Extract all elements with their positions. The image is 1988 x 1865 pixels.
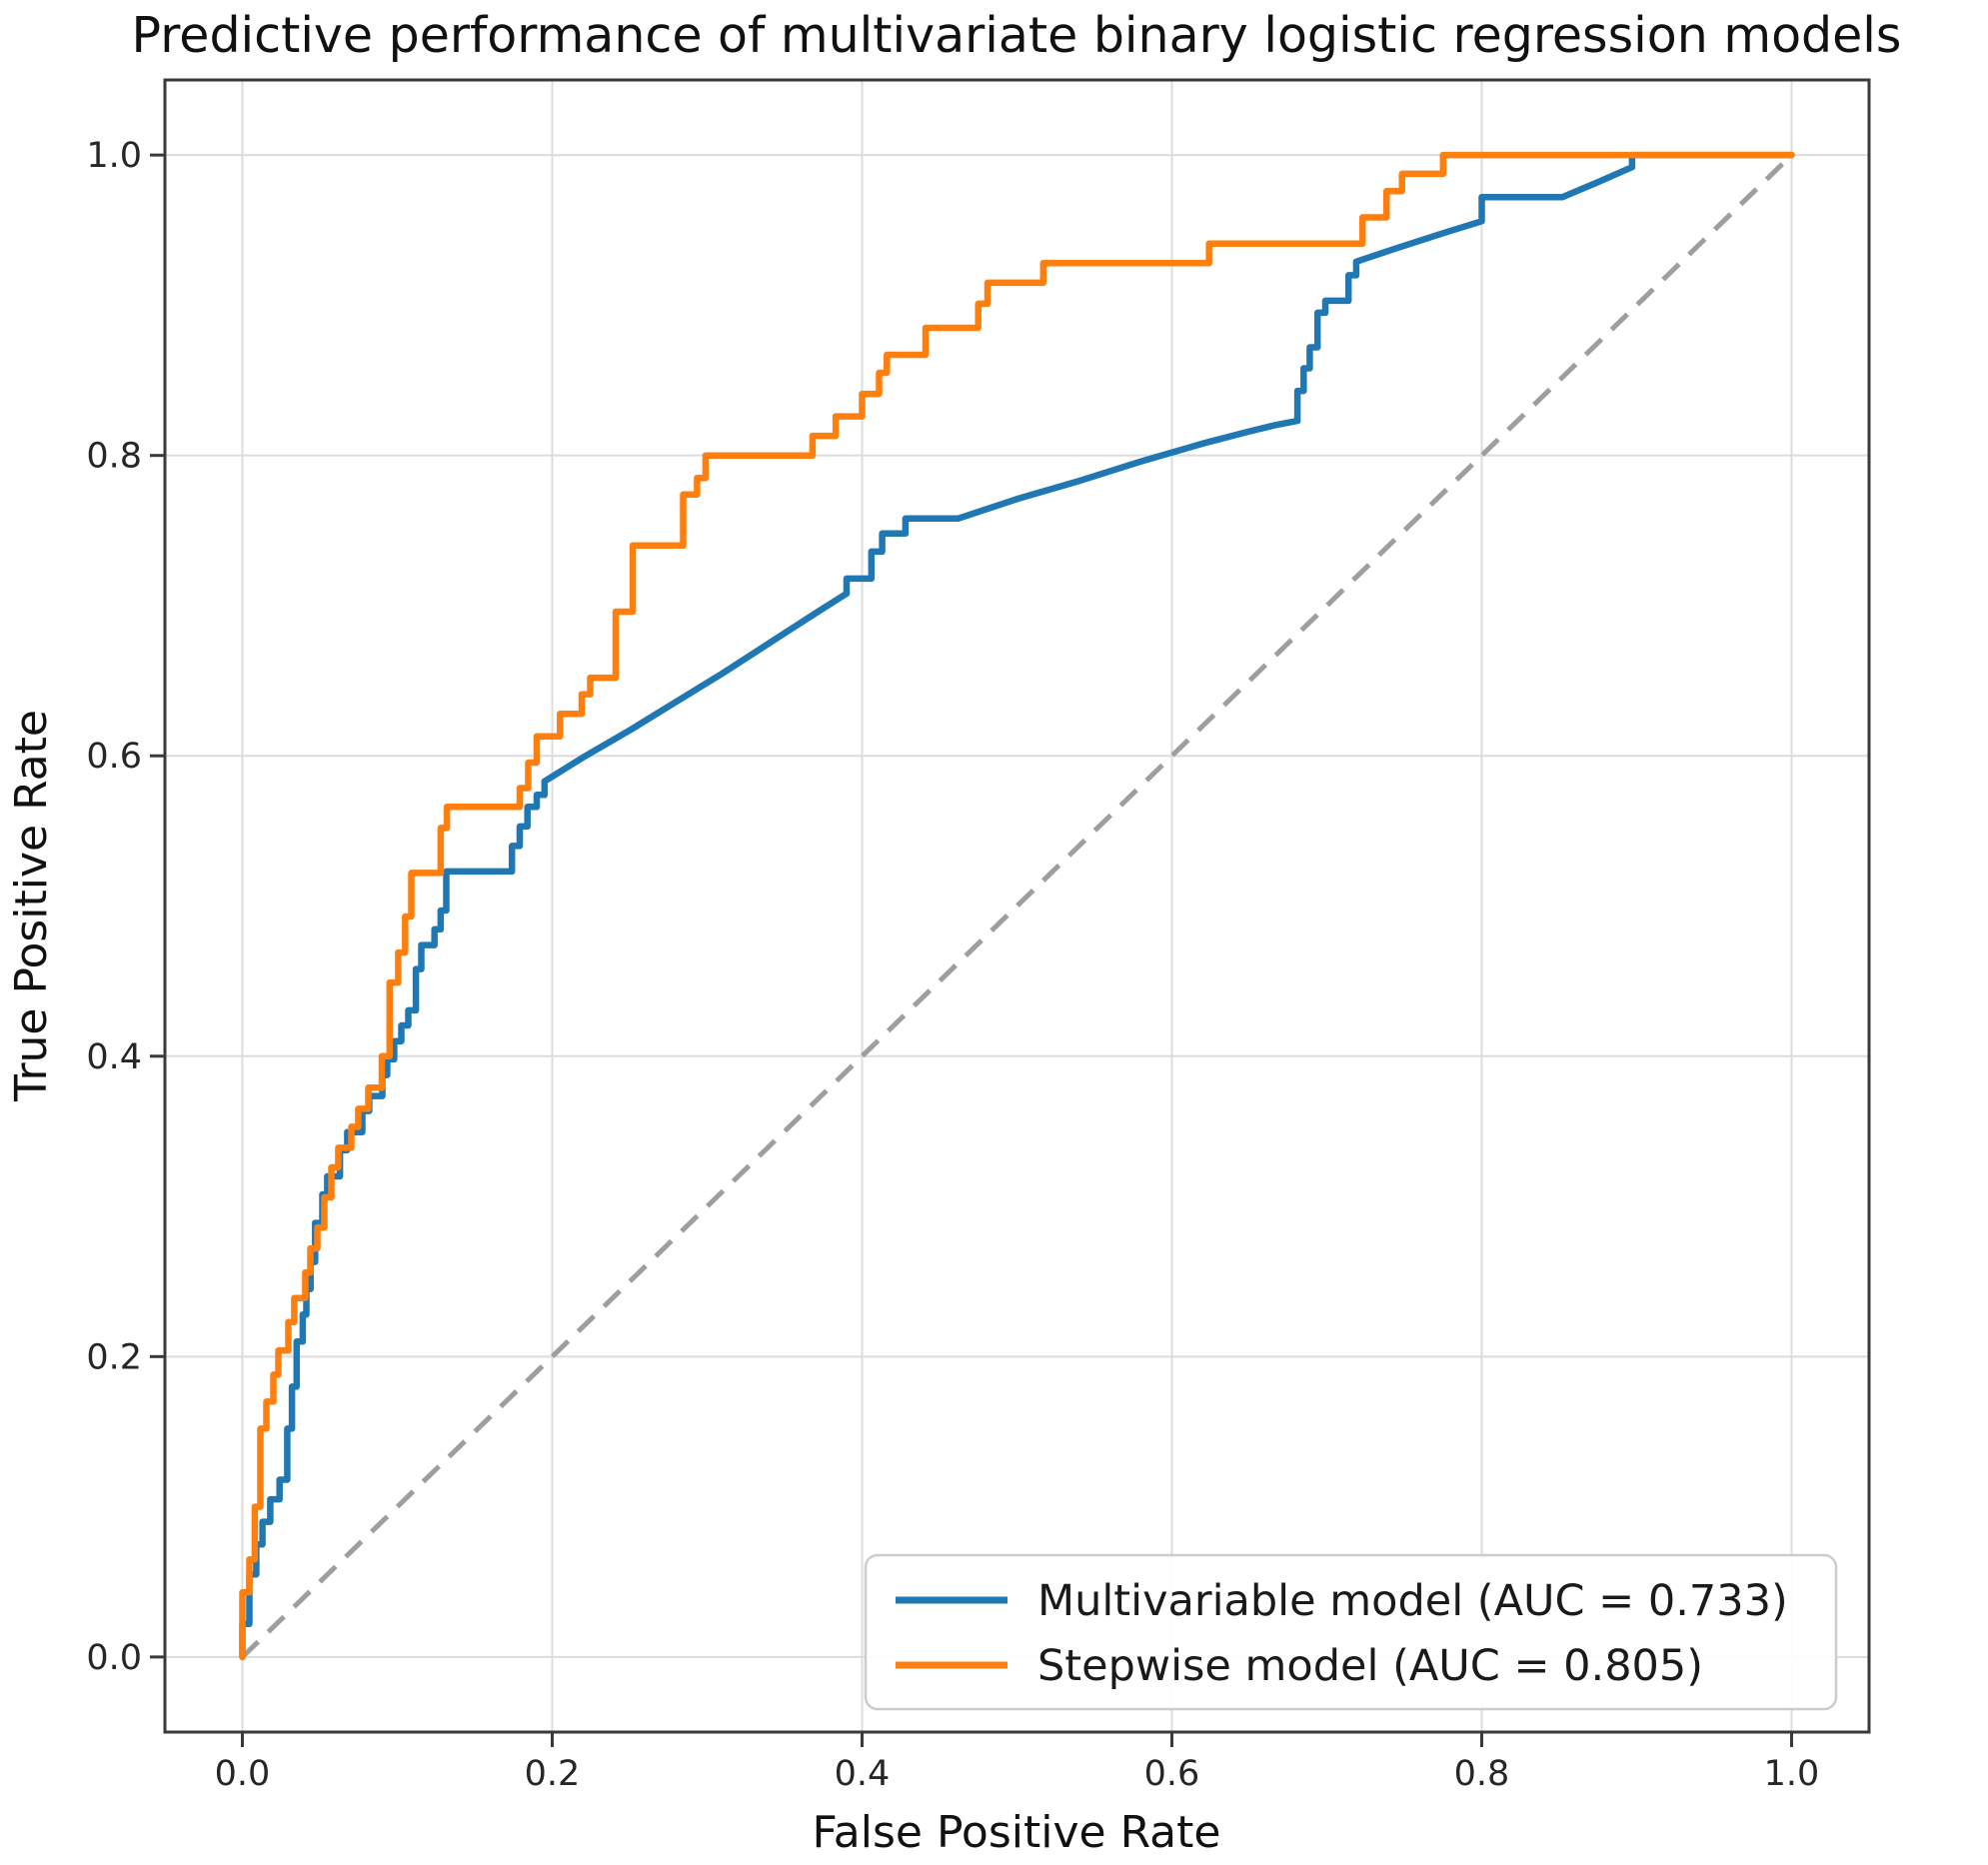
x-axis-ticks: 0.0 0.2 0.4 0.6 0.8 1.0: [215, 1732, 1820, 1794]
y-tick-label: 0.2: [86, 1337, 142, 1377]
legend-label-stepwise: Stepwise model (AUC = 0.805): [1037, 1641, 1703, 1691]
gridlines: [165, 80, 1869, 1732]
legend-box: [864, 1553, 1838, 1711]
x-axis-label: False Positive Rate: [813, 1807, 1221, 1858]
x-tick-label: 0.0: [215, 1754, 271, 1794]
y-tick-label: 0.0: [86, 1638, 142, 1678]
roc-curves: [239, 151, 1795, 1661]
roc-curve-stepwise: [239, 151, 1795, 1661]
y-tick-label: 1.0: [86, 136, 142, 176]
x-tick-label: 0.8: [1454, 1754, 1510, 1794]
legend-label-multivariable: Multivariable model (AUC = 0.733): [1037, 1576, 1788, 1626]
chart-title: Predictive performance of multivariate b…: [132, 7, 1902, 64]
x-tick-label: 0.2: [525, 1754, 581, 1794]
chance-diagonal: [240, 153, 1794, 1659]
plot-spines: [163, 78, 1871, 1734]
x-tick-label: 0.6: [1144, 1754, 1200, 1794]
chance-diagonal-line: [240, 153, 1794, 1659]
y-tick-label: 0.4: [86, 1037, 142, 1077]
plot-border: [163, 78, 1871, 1734]
y-axis-label: True Positive Rate: [6, 710, 57, 1102]
legend: Multivariable model (AUC = 0.733) Stepwi…: [864, 1553, 1838, 1711]
x-tick-label: 1.0: [1764, 1754, 1820, 1794]
x-tick-label: 0.4: [835, 1754, 891, 1794]
roc-curve-multivariable: [239, 151, 1795, 1661]
y-axis-ticks: 0.0 0.2 0.4 0.6 0.8 1.0: [86, 136, 165, 1678]
y-tick-label: 0.6: [86, 737, 142, 777]
y-tick-label: 0.8: [86, 437, 142, 477]
